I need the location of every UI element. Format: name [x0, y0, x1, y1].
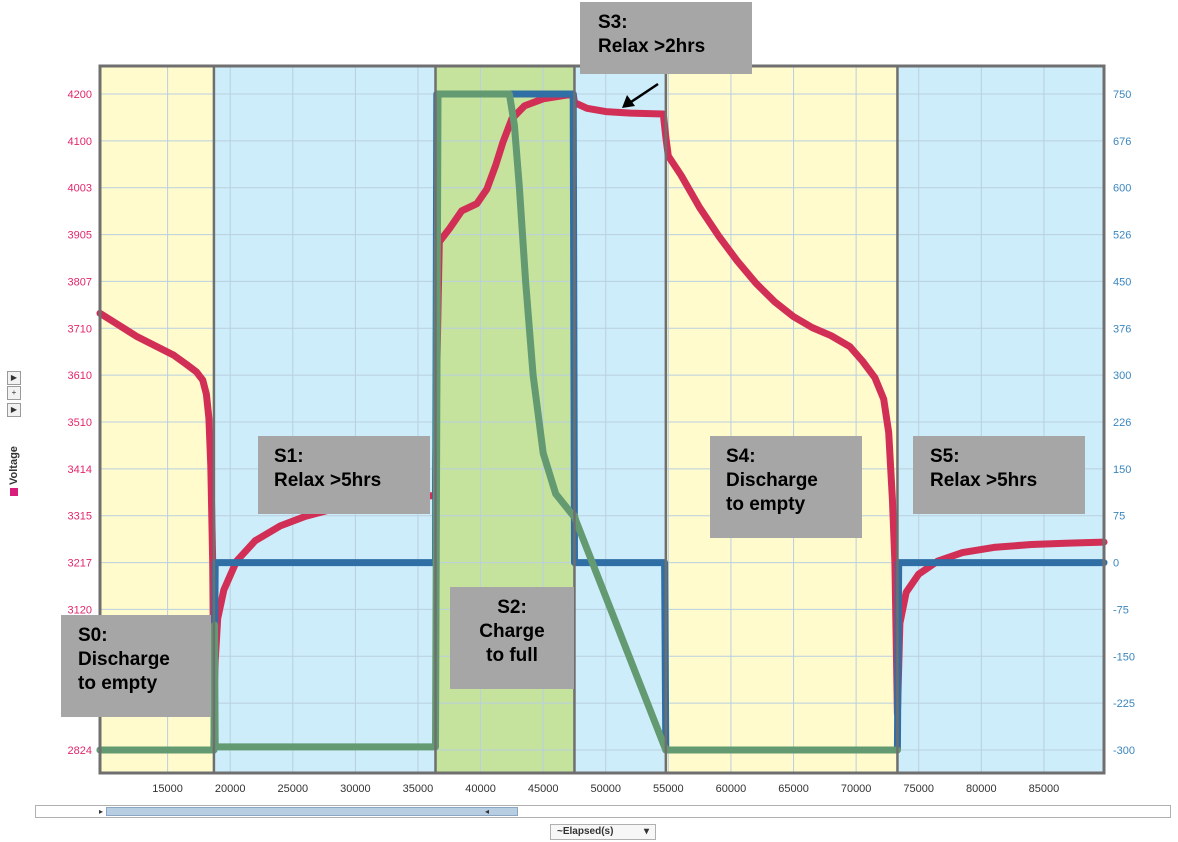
- callout-box: [913, 436, 1085, 514]
- x-tick-label: 70000: [841, 783, 872, 795]
- x-tick-label: 50000: [590, 783, 621, 795]
- callout-text-line: Relax >2hrs: [598, 36, 705, 57]
- left-y-tick-label: 4200: [68, 89, 92, 101]
- callout-box: [258, 436, 430, 514]
- phase-band-s1: [213, 66, 436, 773]
- scroll-thumb[interactable]: [106, 807, 518, 816]
- right-y-tick-label: -225: [1113, 698, 1135, 710]
- grid-lines: [100, 66, 1104, 773]
- right-y-tick-label: 526: [1113, 230, 1131, 242]
- right-y-tick-label: -150: [1113, 651, 1135, 663]
- callout-arrow-s3: [622, 82, 659, 108]
- x-tick-label: 30000: [340, 783, 371, 795]
- right-y-tick-label: -300: [1113, 745, 1135, 757]
- callout-text-line: S2:: [497, 597, 527, 618]
- right-y-tick-label: 450: [1113, 276, 1131, 288]
- chart-svg: 4200 4100 4003 3905 3807 3710 3610 3510 3414 3315…: [61, 2, 1135, 795]
- callout-box: [580, 2, 752, 74]
- phase-dividers: [212, 66, 899, 773]
- left-y-tick-label: 3610: [68, 370, 92, 382]
- voltage-swatch-icon: [10, 488, 19, 496]
- phase-bands: [100, 66, 1104, 773]
- axis-arrow-button[interactable]: ▶: [7, 403, 21, 417]
- x-tick-label: 75000: [903, 783, 934, 795]
- x-tick-label: 35000: [403, 783, 434, 795]
- x-tick-label: 55000: [653, 783, 684, 795]
- left-y-tick-label: 3807: [68, 276, 92, 288]
- callout-s0: S0: Discharge to empty: [61, 615, 211, 717]
- left-y-tick-label: 2824: [68, 745, 92, 757]
- x-tick-label: 25000: [277, 783, 308, 795]
- callout-text-line: S4:: [726, 446, 756, 467]
- callout-text-line: S5:: [930, 446, 960, 467]
- callout-text-line: Discharge: [726, 470, 818, 491]
- callout-text-line: S0:: [78, 625, 108, 646]
- right-y-tick-label: 750: [1113, 89, 1131, 101]
- x-axis-selector[interactable]: ~Elapsed(s) ▾: [550, 824, 656, 840]
- callout-box: [450, 587, 574, 689]
- y-axis-label: Voltage: [8, 446, 20, 485]
- x-tick-label: 65000: [778, 783, 809, 795]
- phase-band-s4: [665, 66, 898, 773]
- x-scrollbar[interactable]: ▸ ◂: [35, 805, 1171, 818]
- callout-text-line: Discharge: [78, 649, 170, 670]
- right-y-tick-label: 226: [1113, 417, 1131, 429]
- right-y-tick-label: 150: [1113, 464, 1131, 476]
- callout-text-line: to full: [486, 645, 538, 666]
- callout-box: [61, 615, 211, 717]
- right-y-tick-label: 676: [1113, 136, 1131, 148]
- x-tick-label: 60000: [716, 783, 747, 795]
- left-y-tick-label: 3120: [68, 604, 92, 616]
- callout-s1: S1: Relax >5hrs: [258, 436, 430, 514]
- expand-arrow-button[interactable]: ▶: [7, 371, 21, 385]
- arrow-line: [630, 82, 659, 104]
- callout-text-line: S1:: [274, 446, 304, 467]
- left-y-axis: 4200 4100 4003 3905 3807 3710 3610 3510 3414 3315…: [68, 89, 92, 757]
- callout-text-line: Charge: [479, 621, 544, 642]
- right-y-tick-label: 600: [1113, 183, 1131, 195]
- callout-text-line: Relax >5hrs: [930, 470, 1037, 491]
- callout-s2: S2: Charge to full: [450, 587, 574, 689]
- callout-box: [710, 436, 862, 538]
- phase-band-s3: [574, 66, 666, 773]
- left-y-tick-label: 3710: [68, 323, 92, 335]
- x-tick-label: 45000: [528, 783, 559, 795]
- x-axis: 15000 20000 25000 30000 35000 40000 45000 50000…: [152, 783, 1059, 795]
- arrow-head-icon: [622, 95, 635, 108]
- phase-band-s5: [897, 66, 1104, 773]
- callout-text-line: to empty: [78, 673, 158, 694]
- x-tick-label: 15000: [152, 783, 183, 795]
- x-tick-label: 80000: [966, 783, 997, 795]
- right-y-tick-label: 0: [1113, 558, 1119, 570]
- y-axis-label-tab[interactable]: Voltage: [2, 420, 26, 500]
- left-y-tick-label: 4003: [68, 183, 92, 195]
- left-y-tick-label: 3217: [68, 558, 92, 570]
- callout-s4: S4: Discharge to empty: [710, 436, 862, 538]
- callout-s3: S3: Relax >2hrs: [580, 2, 752, 74]
- scroll-right-arrow-icon[interactable]: ◂: [484, 807, 489, 816]
- left-y-tick-label: 4100: [68, 136, 92, 148]
- scroll-left-arrow-icon[interactable]: ▸: [98, 807, 103, 816]
- left-y-tick-label: 3315: [68, 511, 92, 523]
- right-y-tick-label: 376: [1113, 323, 1131, 335]
- right-y-tick-label: 300: [1113, 370, 1131, 382]
- callout-text-line: S3:: [598, 12, 628, 33]
- right-y-tick-label: -75: [1113, 604, 1129, 616]
- x-tick-label: 20000: [215, 783, 246, 795]
- x-tick-label: 85000: [1029, 783, 1060, 795]
- right-y-axis: 750676600526450376300226150750-75-150-22…: [1113, 89, 1135, 757]
- x-tick-label: 40000: [465, 783, 496, 795]
- callout-s5: S5: Relax >5hrs: [913, 436, 1085, 514]
- x-axis-selector-label: ~Elapsed(s): [557, 826, 614, 837]
- callout-text-line: to empty: [726, 494, 806, 515]
- right-y-tick-label: 75: [1113, 511, 1125, 523]
- add-axis-button[interactable]: +: [7, 386, 21, 400]
- left-y-tick-label: 3414: [68, 464, 92, 476]
- callout-text-line: Relax >5hrs: [274, 470, 381, 491]
- phase-callouts: S0: Discharge to empty S1: Relax >5hrs S2: Cha…: [61, 2, 1085, 717]
- chevron-down-icon: ▾: [643, 826, 649, 837]
- left-y-tick-label: 3510: [68, 417, 92, 429]
- left-y-tick-label: 3905: [68, 230, 92, 242]
